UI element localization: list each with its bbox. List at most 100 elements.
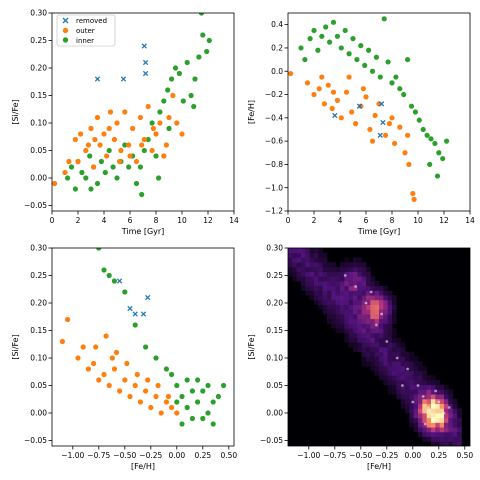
heatmap-cell xyxy=(305,290,311,296)
heatmap-cell xyxy=(444,398,449,404)
x-tick-label: −0.75 xyxy=(87,451,110,460)
point-inner xyxy=(174,382,180,389)
heatmap-cell xyxy=(309,257,315,263)
heatmap-cell xyxy=(383,318,389,324)
heatmap-cell xyxy=(383,328,389,334)
point-outer xyxy=(288,70,294,77)
heatmap-cell xyxy=(335,328,341,334)
point-inner xyxy=(389,80,395,86)
x-axis-label: [Fe/H] xyxy=(367,462,391,471)
heatmap-cell xyxy=(357,266,363,272)
heatmap-cell xyxy=(370,285,376,291)
point-inner xyxy=(434,173,441,179)
heatmap-cell xyxy=(301,276,306,282)
heatmap-cell xyxy=(426,417,432,423)
heatmap-cell xyxy=(413,365,419,371)
point-outer xyxy=(405,132,411,138)
heatmap-cell xyxy=(383,342,389,348)
point-inner xyxy=(215,393,221,400)
heatmap-cell xyxy=(344,304,350,310)
heatmap-cell xyxy=(318,248,324,254)
point-inner xyxy=(114,175,120,181)
point-outer xyxy=(127,153,133,159)
heatmap-cell xyxy=(327,266,332,272)
point-inner xyxy=(161,98,167,104)
heatmap-cell xyxy=(314,257,319,263)
heatmap-cell xyxy=(387,314,393,320)
point-inner xyxy=(377,74,383,80)
heatmap-cell xyxy=(418,361,423,367)
point-inner xyxy=(397,86,403,92)
heatmap-cell xyxy=(418,375,423,381)
heatmap-cell xyxy=(288,248,293,254)
point-outer xyxy=(174,120,180,126)
point-outer xyxy=(122,377,128,383)
x-tick-label: 0.25 xyxy=(430,451,447,460)
point-outer xyxy=(148,404,154,411)
y-tick-label: −0.8 xyxy=(265,160,283,169)
heatmap-cell xyxy=(335,314,341,320)
y-tick-label: 0.25 xyxy=(30,36,47,45)
panel-density-heatmap: −1.00 −0.75 −0.50 −0.25 0.00 0.25 0.50 −0.05 0.0… xyxy=(247,244,473,471)
heatmap-cell xyxy=(361,299,367,305)
heatmap-cell xyxy=(340,318,345,324)
point-outer xyxy=(325,82,331,88)
x-tick-label: 0 xyxy=(50,216,55,225)
heatmap-cell xyxy=(439,441,445,446)
heatmap-cell xyxy=(348,281,354,287)
heatmap-cell xyxy=(409,351,415,357)
heatmap-cell xyxy=(335,281,341,287)
point-outer xyxy=(72,136,78,143)
panel-fe-h-vs-time: 0 2 4 6 8 10 12 14 −1.2 −1.0 −0.8 −0.6 −0.4 −0.2 0.0 0.… xyxy=(247,12,475,236)
heatmap-cell xyxy=(392,332,397,338)
heatmap-cell xyxy=(374,365,380,371)
y-tick-label: 0.20 xyxy=(30,299,47,308)
x-tick-label: 14 xyxy=(229,216,239,225)
point-inner xyxy=(176,70,182,77)
heatmap-cell xyxy=(379,285,384,291)
heatmap-cell xyxy=(353,328,358,334)
point-inner xyxy=(98,158,104,165)
point-outer xyxy=(311,91,317,98)
heatmap-cell xyxy=(426,384,432,390)
heatmap-cell xyxy=(340,295,345,301)
heatmap-cell xyxy=(439,403,445,409)
heatmap-cell xyxy=(379,337,384,343)
y-axis-label: [Fe/H] xyxy=(247,100,256,124)
heatmap-cell xyxy=(409,408,415,414)
heatmap-cell xyxy=(392,375,397,381)
heatmap-cell xyxy=(335,304,341,310)
y-tick-label: 0.10 xyxy=(266,354,283,363)
heatmap-cell xyxy=(396,351,402,357)
heatmap-cell xyxy=(431,394,436,400)
heatmap-cell xyxy=(383,337,389,343)
heatmap-cell xyxy=(340,314,345,320)
axes-frame xyxy=(287,12,471,212)
heatmap-cell xyxy=(387,290,393,296)
heatmap-cell xyxy=(292,248,298,254)
point-outer xyxy=(392,140,398,147)
point-outer xyxy=(153,131,159,137)
panel-si-fe-vs-time: 0 2 4 6 8 10 12 14 −0.05 0.00 0.05 0.10 0.15 0.20 0.25… xyxy=(11,9,239,236)
point-outer xyxy=(367,126,373,133)
heatmap-cell xyxy=(374,295,380,301)
heatmap-cell xyxy=(383,365,389,371)
heatmap-cell xyxy=(409,370,415,376)
heatmap-cell xyxy=(305,276,311,282)
y-tick-label: 0.00 xyxy=(266,409,283,418)
heatmap-cell xyxy=(409,375,415,381)
point-outer xyxy=(80,344,86,350)
heatmap-cell xyxy=(387,328,393,334)
heatmap-cell xyxy=(392,299,397,305)
heatmap-cell xyxy=(322,290,328,296)
heatmap-cell xyxy=(305,271,311,277)
point-outer xyxy=(406,161,412,168)
heatmap-cell xyxy=(379,347,384,353)
heatmap-cell xyxy=(426,394,432,400)
point-outer xyxy=(62,169,68,176)
point-outer xyxy=(179,131,185,137)
heatmap-cell xyxy=(452,413,458,419)
point-outer xyxy=(143,388,149,394)
heatmap-cell xyxy=(448,441,454,446)
